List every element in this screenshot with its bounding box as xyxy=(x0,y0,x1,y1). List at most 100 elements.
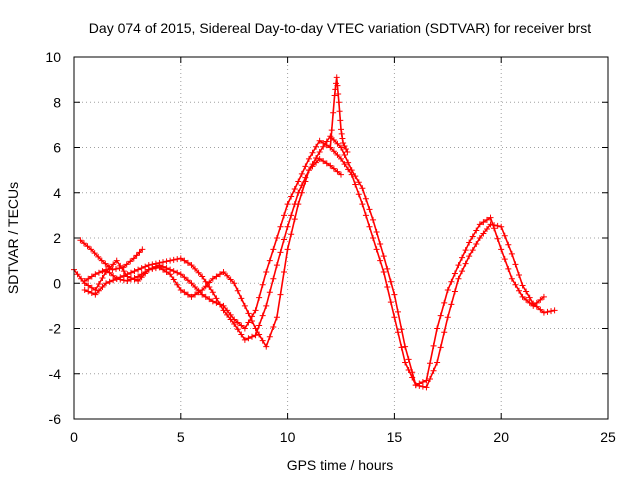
data-point xyxy=(291,185,298,192)
data-point xyxy=(106,278,113,285)
data-point xyxy=(192,284,199,291)
data-point xyxy=(466,239,473,246)
data-point xyxy=(99,284,106,291)
x-axis-title: GPS time / hours xyxy=(287,457,394,473)
y-tick-label: -2 xyxy=(49,321,62,337)
data-point xyxy=(135,273,142,280)
data-point xyxy=(469,247,476,254)
data-point xyxy=(519,282,526,289)
data-point xyxy=(338,171,344,178)
data-point xyxy=(473,241,480,248)
data-point xyxy=(231,320,238,327)
data-point xyxy=(519,293,526,300)
data-point xyxy=(95,287,102,294)
data-point xyxy=(459,268,466,275)
data-point xyxy=(441,299,448,306)
data-point xyxy=(77,237,84,244)
data-point xyxy=(328,127,335,134)
data-point xyxy=(78,275,85,282)
data-point xyxy=(423,384,430,391)
data-point xyxy=(277,223,284,230)
data-point xyxy=(491,222,498,229)
data-point xyxy=(174,269,181,276)
data-point xyxy=(170,256,177,263)
data-point xyxy=(462,247,469,254)
x-tick-label: 15 xyxy=(387,429,403,445)
data-point xyxy=(281,236,288,243)
data-point xyxy=(88,284,95,291)
series-line xyxy=(84,157,342,349)
data-point xyxy=(117,262,124,269)
data-point xyxy=(84,243,91,250)
data-point xyxy=(181,257,188,264)
data-point xyxy=(234,319,241,326)
data-point xyxy=(508,275,515,282)
data-point xyxy=(387,278,394,285)
data-point xyxy=(501,256,508,263)
data-point xyxy=(192,291,199,298)
data-point xyxy=(80,240,87,247)
data-point xyxy=(288,231,295,238)
series-spike xyxy=(327,74,351,156)
data-point xyxy=(160,266,166,273)
data-point xyxy=(473,227,480,234)
data-point xyxy=(483,225,490,232)
data-point xyxy=(238,322,245,329)
data-point xyxy=(323,160,330,167)
y-tick-label: 6 xyxy=(53,140,61,156)
data-point xyxy=(330,109,337,116)
data-point xyxy=(142,263,149,270)
data-point xyxy=(163,258,170,265)
data-point xyxy=(95,269,102,276)
data-point xyxy=(130,255,137,262)
data-point xyxy=(95,253,102,260)
data-point xyxy=(501,232,508,239)
data-point xyxy=(355,179,362,186)
data-point xyxy=(341,161,348,168)
data-point xyxy=(81,277,88,284)
data-point xyxy=(281,268,288,275)
data-point xyxy=(127,258,134,265)
y-tick-label: 0 xyxy=(53,275,61,291)
data-point xyxy=(498,246,505,253)
data-point xyxy=(437,344,444,351)
data-point xyxy=(133,252,140,259)
data-point xyxy=(480,230,487,237)
data-point xyxy=(355,191,362,198)
data-point xyxy=(177,271,184,278)
data-point xyxy=(338,130,345,137)
data-point xyxy=(370,216,377,223)
data-point xyxy=(95,281,102,288)
data-point xyxy=(334,82,341,89)
y-tick-label: 4 xyxy=(53,185,61,201)
data-point xyxy=(316,149,323,156)
data-point xyxy=(167,257,174,264)
data-point xyxy=(224,272,231,279)
data-point xyxy=(241,325,248,332)
data-point xyxy=(332,86,339,93)
data-point xyxy=(295,201,302,208)
data-point xyxy=(266,333,273,340)
data-point xyxy=(288,193,295,200)
data-point xyxy=(170,276,177,283)
data-point xyxy=(273,262,280,269)
data-point xyxy=(181,274,188,281)
data-point xyxy=(202,283,209,290)
data-point xyxy=(123,261,130,268)
data-point xyxy=(273,235,280,241)
data-point xyxy=(295,178,302,185)
data-point xyxy=(316,137,323,144)
data-point xyxy=(398,344,405,351)
data-point xyxy=(224,311,231,318)
data-point xyxy=(288,212,295,219)
data-point xyxy=(402,343,409,350)
data-point xyxy=(149,265,156,272)
data-point xyxy=(106,269,113,276)
data-point xyxy=(220,307,227,314)
data-point xyxy=(377,257,384,264)
data-point xyxy=(412,382,419,389)
data-point xyxy=(252,332,259,339)
data-point xyxy=(333,74,340,81)
data-point xyxy=(437,312,444,319)
